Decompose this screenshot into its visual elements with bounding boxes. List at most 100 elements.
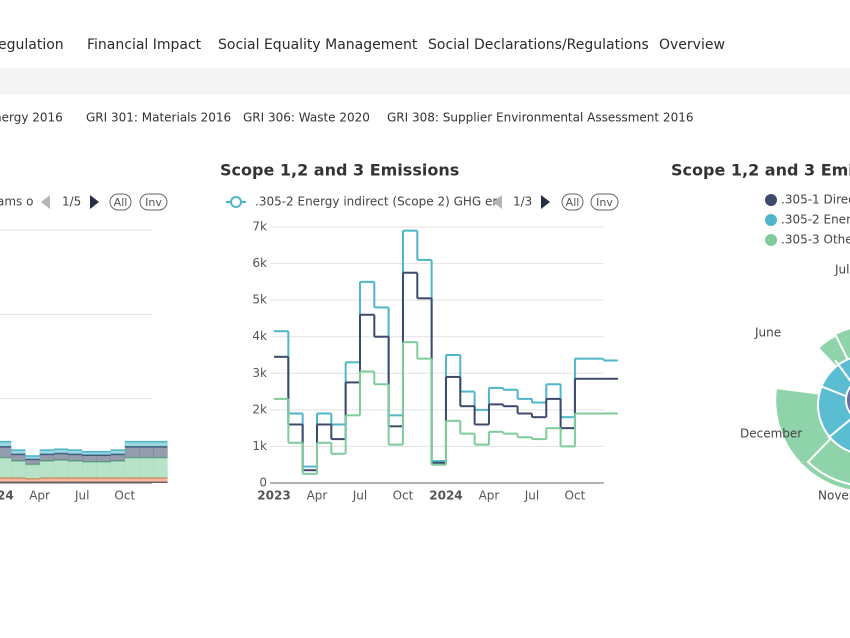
- y-tick-label: 2k: [252, 402, 267, 416]
- pager-next[interactable]: [541, 195, 550, 209]
- y-tick-label: 5k: [252, 293, 267, 307]
- x-tick-label: Apr: [479, 489, 500, 503]
- legend-swatch: [765, 234, 777, 246]
- area-segment: [153, 457, 168, 478]
- x-tick-label: 2023: [257, 489, 290, 503]
- area-segment: [153, 446, 168, 458]
- area-segment: [25, 464, 40, 479]
- legend-button-label: Inv: [596, 196, 613, 209]
- area-segment: [25, 459, 40, 465]
- area-segment: [39, 454, 55, 462]
- x-tick-label: Oct: [565, 489, 586, 503]
- area-segment: [124, 477, 140, 483]
- area-segment: [82, 455, 97, 462]
- area-segment: [153, 477, 168, 483]
- sub-tab[interactable]: nergy 2016: [0, 111, 63, 125]
- area-segment: [96, 461, 111, 478]
- x-tick-label: Jul: [524, 489, 539, 503]
- area-segment: [0, 446, 12, 458]
- area-segment: [139, 441, 154, 447]
- sunburst-label: June: [754, 326, 781, 340]
- area-segment: [124, 446, 140, 458]
- legend-button[interactable]: [109, 193, 132, 211]
- sub-tab[interactable]: GRI 301: Materials 2016: [86, 111, 231, 125]
- area-segment: [39, 450, 55, 455]
- sunburst-outer: [833, 327, 850, 367]
- area-segment: [110, 454, 126, 462]
- x-tick-label: Jul: [352, 489, 367, 503]
- nav-tab[interactable]: Overview: [659, 37, 725, 53]
- sunburst-middle: [817, 357, 850, 453]
- area-segment: [11, 454, 26, 462]
- area-segment: [139, 457, 154, 478]
- sub-tab[interactable]: GRI 308: Supplier Environmental Assessme…: [387, 111, 693, 125]
- area-segment: [68, 454, 83, 462]
- pager-count: 1/5: [62, 195, 81, 209]
- area-segment: [124, 457, 140, 478]
- area-segment: [153, 441, 168, 447]
- legend-swatch: [765, 214, 777, 226]
- legend-label: .305-2 Energy indirect (Scope 2) GHG en: [255, 195, 500, 209]
- legend-label: ams o: [0, 195, 33, 209]
- area-segment: [68, 450, 83, 455]
- area-segment: [53, 449, 69, 454]
- sub-tab[interactable]: GRI 306: Waste 2020: [243, 111, 370, 125]
- area-segment: [110, 461, 126, 478]
- x-tick-label: 2024: [0, 489, 14, 503]
- sunburst-label: November: [818, 489, 850, 503]
- chart: 0 1k 2k 3k 4k 5k 6k 7k 2023 Apr Jul Oct 2024 Apr Jul Oc…: [220, 161, 619, 503]
- nav-bar: egulation Financial Impact Social Equality…: [0, 37, 725, 53]
- sunburst-label: December: [740, 427, 802, 441]
- chart: 2024 Apr Jul Oct ams o 1/5 All Inv: [0, 193, 168, 503]
- area-segment: [0, 457, 12, 478]
- legend-button[interactable]: [561, 193, 584, 211]
- sunburst-divider: [834, 359, 850, 383]
- area-segment: [11, 477, 26, 483]
- legend-button-label: All: [114, 196, 128, 209]
- x-tick-label: Jul: [74, 489, 89, 503]
- nav-tab[interactable]: egulation: [0, 37, 64, 53]
- area-segment: [96, 477, 111, 483]
- area-segment: [139, 477, 154, 483]
- sunburst: [774, 322, 850, 492]
- area-segment: [68, 477, 83, 483]
- area-segment: [53, 460, 69, 478]
- legend-button[interactable]: [139, 193, 168, 211]
- nav-tab[interactable]: Social Declarations/Regulations: [428, 37, 649, 53]
- pager-prev[interactable]: [41, 195, 50, 209]
- pager-prev[interactable]: [493, 195, 502, 209]
- legend-label: .305-1 Direct: [781, 193, 850, 207]
- chart: Scope 1,2 and 3 Emissions .305-1 Direct .3…: [671, 161, 850, 503]
- x-tick-label: Oct: [393, 489, 414, 503]
- sub-tabs: nergy 2016 GRI 301: Materials 2016 GRI 306…: [0, 111, 693, 125]
- area-segment: [82, 451, 97, 456]
- sunburst-divider: [817, 384, 850, 399]
- area-segment: [82, 461, 97, 478]
- toolbar-band: [0, 68, 850, 94]
- legend-button[interactable]: [590, 193, 619, 211]
- legend-label: .305-2 Energ: [781, 213, 850, 227]
- sunburst-label: Jul: [834, 263, 849, 277]
- pager-count: 1/3: [513, 195, 532, 209]
- y-tick-label: 3k: [252, 366, 267, 380]
- area-segment: [110, 450, 126, 455]
- sunburst-divider: [827, 418, 850, 439]
- nav-tab[interactable]: Social Equality Management: [218, 37, 418, 53]
- legend-icon: [230, 196, 242, 208]
- area-segment: [25, 456, 40, 460]
- area-segment: [82, 477, 97, 483]
- pager-next[interactable]: [90, 195, 99, 209]
- y-tick-label: 0: [259, 476, 267, 490]
- y-tick-label: 7k: [252, 220, 267, 234]
- legend-button-label: All: [566, 196, 580, 209]
- area-segment: [124, 441, 140, 447]
- y-tick-label: 1k: [252, 439, 267, 453]
- area-segment: [39, 461, 55, 478]
- x-tick-label: 2024: [429, 489, 462, 503]
- area-segment: [11, 450, 26, 455]
- charts: 2024 Apr Jul Oct ams o 1/5 All Inv 0 1k 2k 3k 4k 5k 6k…: [0, 161, 850, 503]
- legend-label: .305-3 Other: [781, 233, 850, 247]
- area-segment: [53, 453, 69, 461]
- nav-tab[interactable]: Financial Impact: [87, 37, 202, 53]
